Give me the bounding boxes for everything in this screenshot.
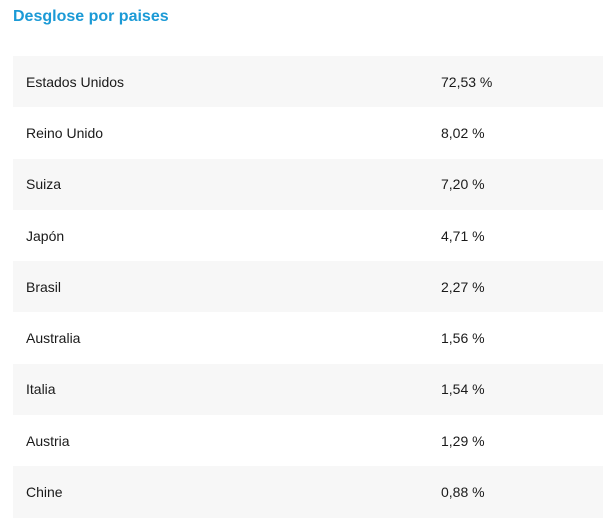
country-name: Suiza [26, 176, 62, 193]
table-row: Estados Unidos 72,53 % [13, 56, 603, 108]
country-name: Japón [26, 227, 65, 244]
country-name: Brasil [26, 278, 62, 295]
country-percent: 8,02 % [441, 124, 485, 141]
country-percent: 72,53 % [441, 73, 493, 90]
country-name: Italia [26, 381, 56, 398]
table-row: Japón 4,71 % [13, 209, 603, 262]
country-name: Chine [26, 484, 63, 501]
table-row: Suiza 7,20 % [13, 158, 603, 210]
country-name: Austria [26, 432, 70, 449]
country-percent: 0,88 % [441, 484, 485, 501]
table-row: Austria 1,29 % [13, 415, 603, 467]
country-percent: 1,54 % [441, 381, 485, 398]
country-percent: 2,27 % [441, 278, 485, 295]
country-percent: 7,20 % [441, 176, 485, 193]
country-table: Estados Unidos 72,53 % Reino Unido 8,02 … [13, 56, 603, 518]
country-name: Estados Unidos [26, 73, 125, 90]
table-row: Chine 0,88 % [13, 466, 603, 518]
table-row: Australia 1,56 % [13, 312, 603, 364]
table-row: Brasil 2,27 % [13, 261, 603, 313]
country-name: Australia [26, 330, 81, 347]
section-title: Desglose por paises [13, 8, 169, 25]
country-percent: 1,29 % [441, 432, 485, 449]
country-percent: 1,56 % [441, 330, 485, 347]
country-percent: 4,71 % [441, 227, 485, 244]
table-row: Italia 1,54 % [13, 363, 603, 416]
table-row: Reino Unido 8,02 % [13, 107, 603, 159]
country-name: Reino Unido [26, 124, 104, 141]
